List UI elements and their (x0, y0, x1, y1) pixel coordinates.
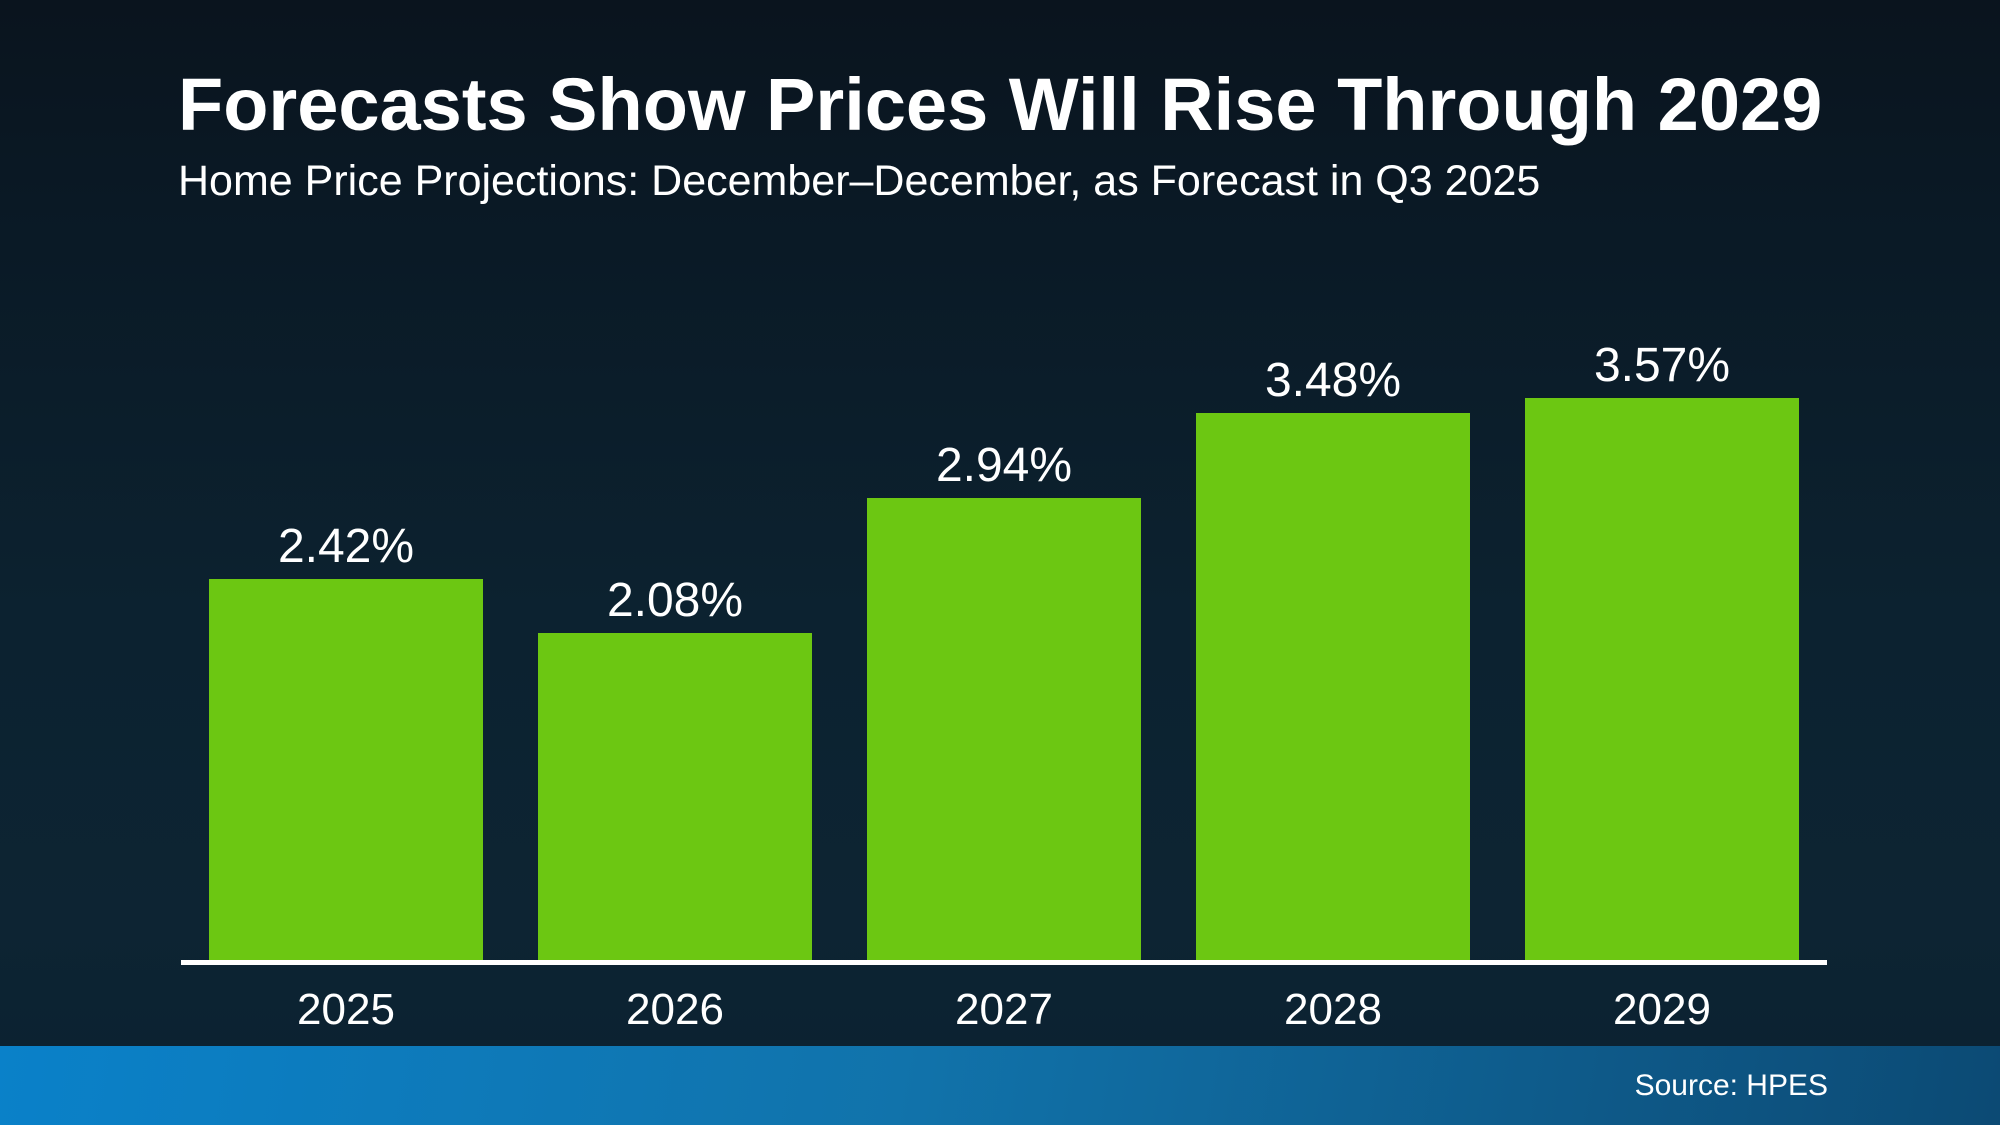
x-axis-label-2029: 2029 (1613, 985, 1711, 1034)
bar-value-label-2025: 2.42% (277, 520, 415, 573)
chart-subtitle: Home Price Projections: December–Decembe… (178, 157, 1541, 205)
x-axis-label-2028: 2028 (1284, 985, 1382, 1034)
bar-2028 (1196, 413, 1470, 960)
source-label: Source: HPES (1634, 1068, 1828, 1102)
x-axis-label-2025: 2025 (297, 985, 395, 1034)
chart-title: Forecasts Show Prices Will Rise Through … (178, 63, 1823, 146)
x-axis-label-2026: 2026 (626, 985, 724, 1034)
bar-2027 (867, 498, 1141, 960)
bar-value-label-2029: 3.57% (1593, 339, 1731, 392)
bar-2026 (538, 633, 812, 960)
x-axis-line (181, 960, 1827, 965)
bar-2025 (209, 579, 483, 960)
bar-2029 (1525, 398, 1799, 960)
bar-value-label-2027: 2.94% (935, 439, 1073, 492)
bar-value-label-2026: 2.08% (606, 574, 744, 627)
bar-value-label-2028: 3.48% (1264, 354, 1402, 407)
footer-bar: Source: HPES (0, 1046, 2000, 1125)
x-axis-label-2027: 2027 (955, 985, 1053, 1034)
